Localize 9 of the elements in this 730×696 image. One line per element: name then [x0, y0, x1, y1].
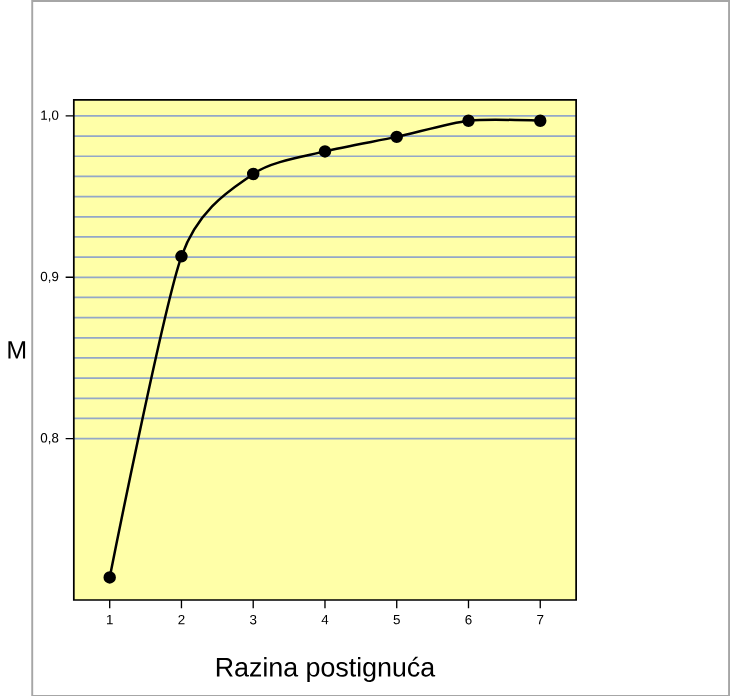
y-axis-title: M [8, 340, 26, 359]
x-axis-title: Razina postignuća [216, 656, 436, 682]
point [390, 130, 403, 143]
point [103, 570, 116, 584]
point [534, 114, 547, 127]
point [318, 144, 332, 158]
point [175, 249, 188, 263]
point [462, 114, 475, 127]
point [246, 167, 260, 180]
